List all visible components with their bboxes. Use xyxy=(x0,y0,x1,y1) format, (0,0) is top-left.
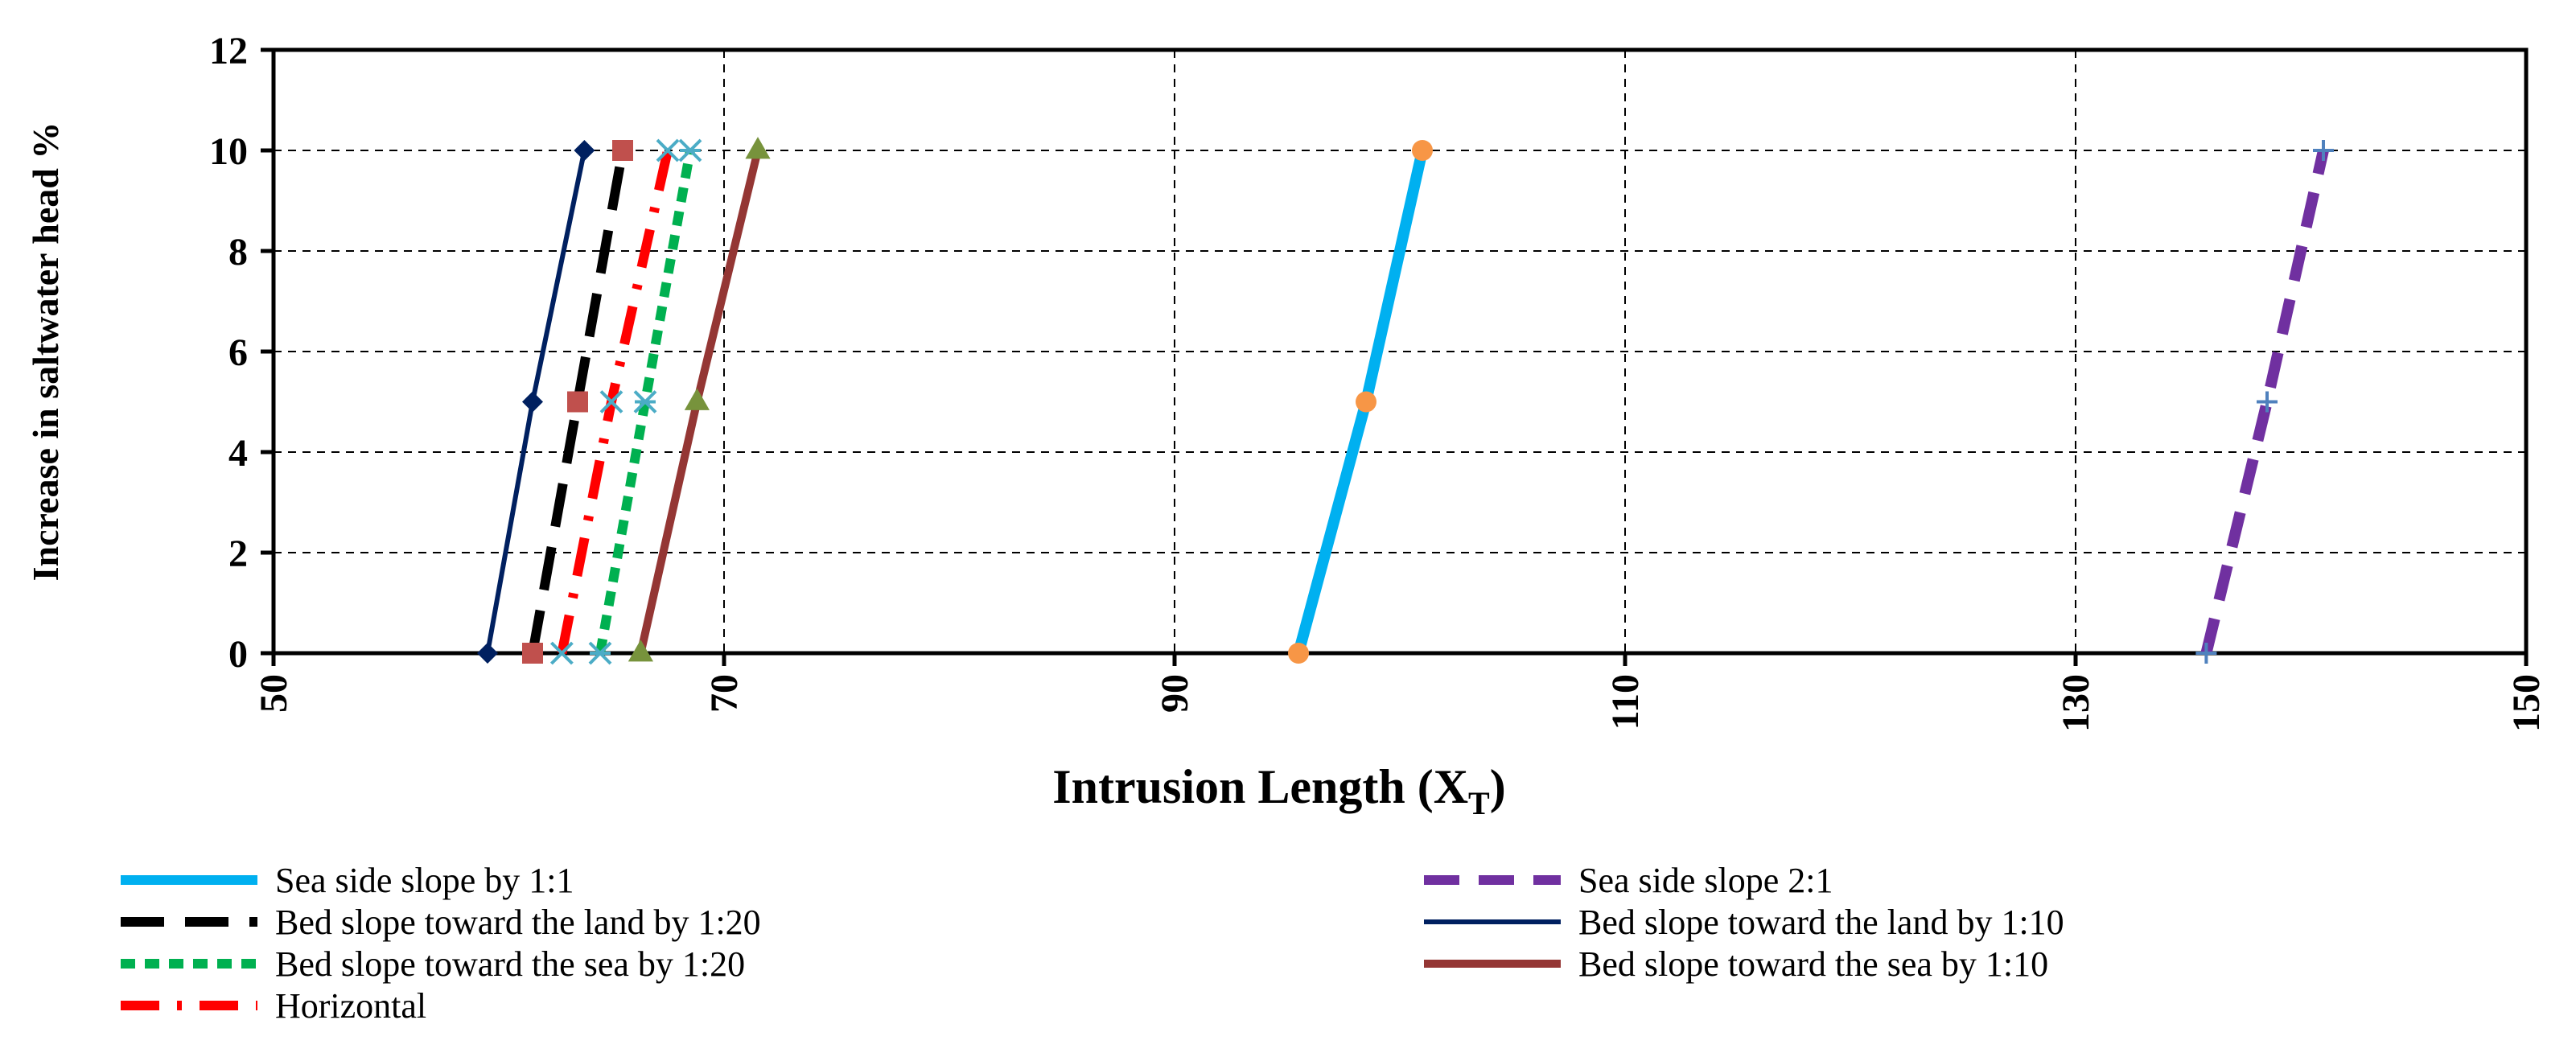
series-group xyxy=(485,149,2329,655)
data-point-marker xyxy=(745,137,771,159)
data-point-marker xyxy=(522,643,543,664)
data-point-marker xyxy=(2313,140,2334,161)
data-point-marker xyxy=(1412,140,1433,161)
data-point-marker xyxy=(628,640,653,662)
data-point-marker xyxy=(588,641,612,665)
y-tick-label: 8 xyxy=(228,231,248,274)
x-axis-title-end: ) xyxy=(1490,760,1506,813)
legend-label: Bed slope toward the land by 1:20 xyxy=(275,903,761,942)
data-point-marker xyxy=(684,388,710,410)
data-point-marker xyxy=(678,138,702,162)
data-point-marker xyxy=(656,138,680,162)
legend-label: Sea side slope 2:1 xyxy=(1578,861,1833,900)
data-point-marker xyxy=(522,391,543,413)
y-axis-ticks: 0 2 4 6 8 10 12 xyxy=(209,30,274,676)
markers-group xyxy=(477,137,2334,665)
x-axis-ticks: 50 70 90 110 130 150 xyxy=(253,653,2548,732)
legend-label: Bed slope toward the land by 1:10 xyxy=(1578,903,2064,942)
data-point-marker xyxy=(599,390,623,413)
y-tick-label: 2 xyxy=(228,533,248,575)
series-line xyxy=(528,149,628,655)
data-point-marker xyxy=(477,643,498,664)
x-tick-label: 50 xyxy=(253,674,295,713)
legend-label: Sea side slope by 1:1 xyxy=(275,861,574,900)
x-axis-title-main: Intrusion Length (X xyxy=(1052,760,1468,813)
data-point-marker xyxy=(612,140,633,161)
data-point-marker xyxy=(2257,391,2278,413)
y-tick-label: 4 xyxy=(228,432,248,475)
legend-label: Bed slope toward the sea by 1:20 xyxy=(275,944,745,984)
x-tick-label: 70 xyxy=(703,674,746,713)
legend: Sea side slope by 1:1 Sea side slope 2:1B… xyxy=(121,861,2064,1026)
x-tick-label: 90 xyxy=(1154,674,1196,713)
x-axis-title-sub: T xyxy=(1468,785,1490,821)
x-tick-label: 130 xyxy=(2055,674,2097,732)
y-tick-label: 10 xyxy=(209,130,248,173)
x-axis-title: Intrusion Length (XT) xyxy=(1052,760,1505,821)
x-tick-label: 150 xyxy=(2505,674,2548,732)
legend-label: Bed slope toward the sea by 1:10 xyxy=(1578,944,2048,984)
legend-label: Horizontal xyxy=(275,986,426,1026)
data-point-marker xyxy=(574,140,595,161)
y-tick-label: 12 xyxy=(209,30,248,72)
data-point-marker xyxy=(1288,643,1309,664)
data-point-marker xyxy=(633,390,657,413)
x-tick-label: 110 xyxy=(1604,674,1647,730)
y-tick-label: 0 xyxy=(228,633,248,676)
data-point-marker xyxy=(1356,391,1376,413)
y-axis-title: Increase in saltwater head % xyxy=(25,122,66,582)
grid xyxy=(274,50,2526,653)
data-point-marker xyxy=(567,391,588,413)
series-line xyxy=(2200,149,2329,655)
y-tick-label: 6 xyxy=(228,331,248,374)
data-point-marker xyxy=(549,641,574,665)
data-point-marker xyxy=(2195,643,2217,664)
